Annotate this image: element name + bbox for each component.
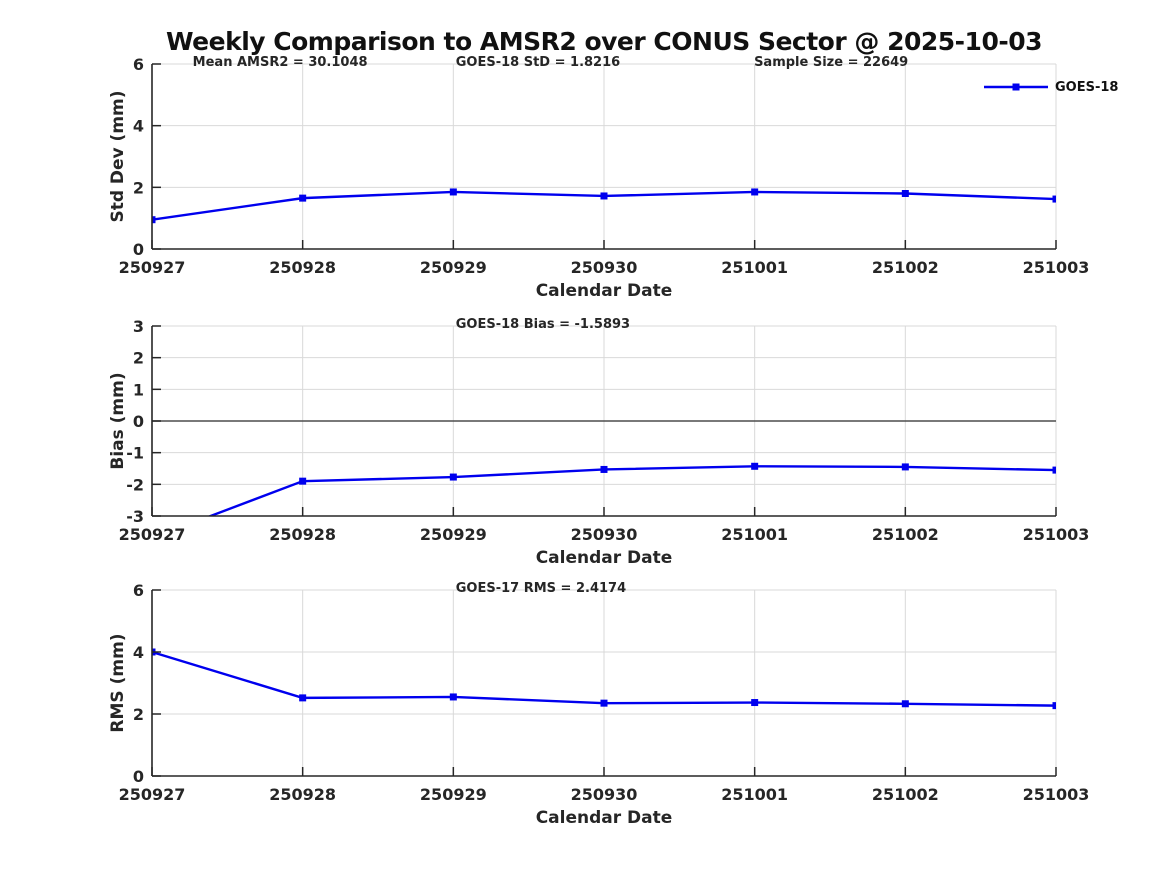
data-point-marker xyxy=(901,463,909,471)
x-tick-label: 250929 xyxy=(420,258,487,277)
x-tick-label: 251003 xyxy=(1023,785,1090,804)
annotation: Mean AMSR2 = 30.1048 xyxy=(193,55,368,70)
data-point-marker xyxy=(299,477,307,485)
x-tick-label: 250929 xyxy=(420,785,487,804)
data-point-marker xyxy=(600,699,608,707)
x-tick-label: 250927 xyxy=(119,258,186,277)
x-tick-label: 250930 xyxy=(571,785,638,804)
x-tick-label: 251001 xyxy=(721,258,788,277)
y-tick-label: 1 xyxy=(133,380,144,399)
x-tick-label: 250927 xyxy=(119,785,186,804)
x-tick-label: 250928 xyxy=(269,525,336,544)
y-tick-label: 2 xyxy=(133,178,144,197)
data-point-marker xyxy=(449,188,457,196)
x-tick-label: 251003 xyxy=(1023,258,1090,277)
legend-label: GOES-18 xyxy=(1055,79,1119,95)
figure-title: Weekly Comparison to AMSR2 over CONUS Se… xyxy=(165,27,1043,56)
data-point-marker xyxy=(600,192,608,200)
x-tick-label: 250928 xyxy=(269,785,336,804)
y-tick-label: -1 xyxy=(126,444,144,463)
annotation: GOES-17 RMS = 2.4174 xyxy=(456,581,626,596)
data-point-marker xyxy=(751,462,759,470)
data-point-marker xyxy=(299,694,307,702)
annotation: GOES-18 Bias = -1.5893 xyxy=(456,317,630,332)
x-tick-label: 251001 xyxy=(721,785,788,804)
y-tick-label: 2 xyxy=(133,349,144,368)
x-tick-label: 251002 xyxy=(872,258,939,277)
x-tick-label: 250930 xyxy=(571,525,638,544)
x-tick-label: 250930 xyxy=(571,258,638,277)
bias-panel: -3 -2 -1 0 1 2 3 250927 250928 250929 250930 251001… xyxy=(108,317,1089,568)
data-point-marker xyxy=(1052,466,1056,474)
y-tick-label: 2 xyxy=(133,705,144,724)
y-tick-label: 0 xyxy=(133,240,144,259)
data-point-marker xyxy=(600,465,608,473)
y-tick-label: 0 xyxy=(133,767,144,786)
y-axis-label: Bias (mm) xyxy=(108,372,128,469)
annotation: GOES-18 StD = 1.8216 xyxy=(456,55,620,70)
x-tick-label: 250928 xyxy=(269,258,336,277)
x-tick-label: 251003 xyxy=(1023,525,1090,544)
y-axis-label: Std Dev (mm) xyxy=(108,90,128,222)
series-goes-18 xyxy=(152,188,1056,224)
y-tick-label: 6 xyxy=(133,55,144,74)
legend: GOES-18 xyxy=(983,79,1118,95)
annotation: Sample Size = 22649 xyxy=(754,55,908,70)
y-tick-label: 3 xyxy=(133,317,144,336)
x-tick-label: 250929 xyxy=(420,525,487,544)
y-tick-label: 4 xyxy=(133,117,144,136)
y-axis-label: RMS (mm) xyxy=(108,633,128,732)
data-point-marker xyxy=(152,216,156,224)
data-point-marker xyxy=(901,700,909,708)
y-tick-label: -2 xyxy=(126,475,144,494)
grid-lines xyxy=(151,589,1057,777)
x-tick-label: 251002 xyxy=(872,785,939,804)
legend-line-marker-icon xyxy=(984,83,1048,91)
std-dev-panel: 0 2 4 6 250927 250928 250929 250930 251001 251002… xyxy=(108,55,1089,301)
grid-lines xyxy=(151,63,1057,250)
series-goes-18 xyxy=(207,462,1056,516)
y-tick-label: -3 xyxy=(126,507,144,526)
data-point-marker xyxy=(449,693,457,701)
rms-panel: 0 2 4 6 250927 250928 250929 250930 251001 251002… xyxy=(108,581,1089,828)
series-goes-18 xyxy=(152,648,1056,710)
data-point-marker xyxy=(1052,195,1056,203)
data-point-marker xyxy=(299,194,307,202)
x-axis-label: Calendar Date xyxy=(536,548,673,568)
data-point-marker xyxy=(901,190,909,197)
data-point-marker xyxy=(751,188,759,196)
data-point-marker xyxy=(751,699,759,707)
y-tick-label: 0 xyxy=(133,412,144,431)
x-axis-label: Calendar Date xyxy=(536,281,673,301)
data-point-marker xyxy=(449,473,457,481)
x-axis-label: Calendar Date xyxy=(536,808,673,828)
x-tick-label: 251002 xyxy=(872,525,939,544)
y-tick-label: 6 xyxy=(133,581,144,600)
y-tick-label: 4 xyxy=(133,643,144,662)
x-tick-label: 251001 xyxy=(721,525,788,544)
x-tick-label: 250927 xyxy=(119,525,186,544)
data-point-marker xyxy=(1052,702,1056,710)
